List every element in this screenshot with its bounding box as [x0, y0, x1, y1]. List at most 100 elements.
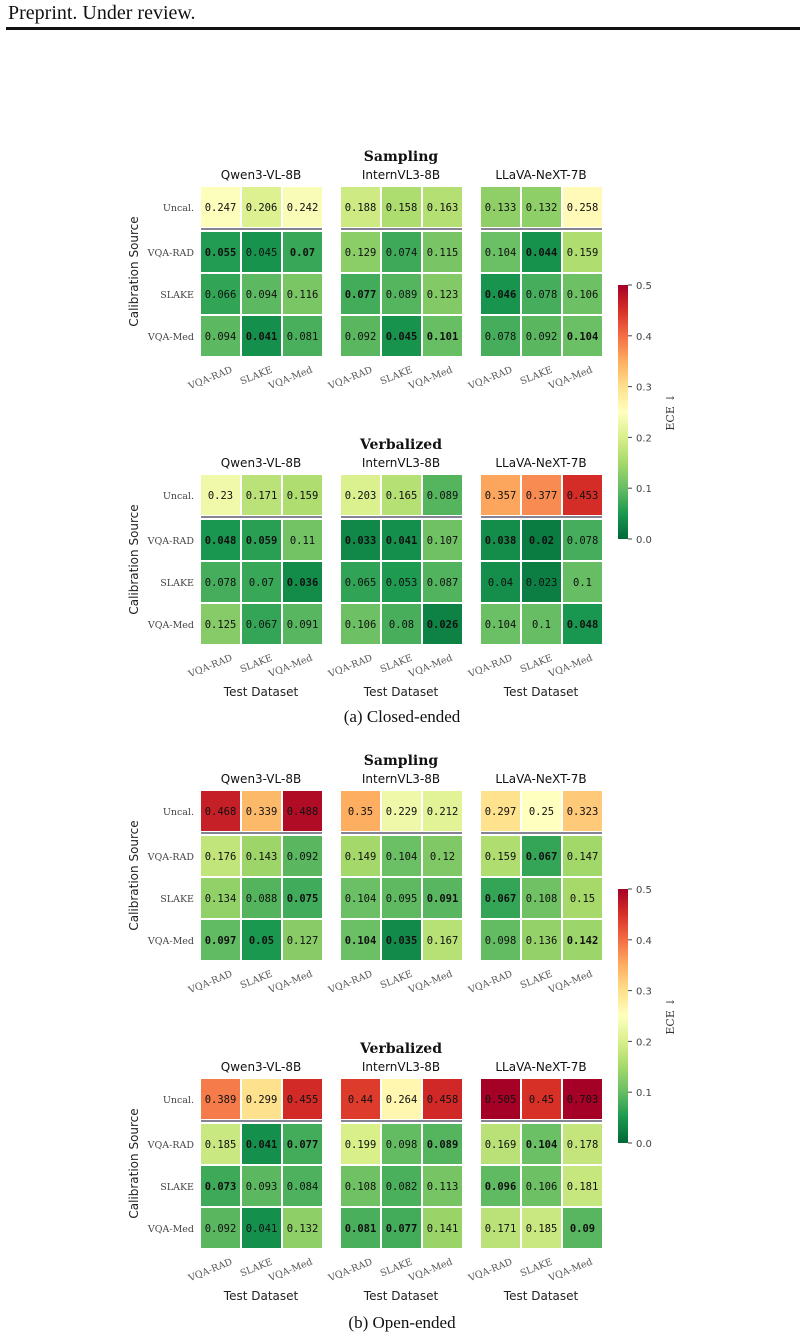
cell-value: 0.159	[485, 851, 517, 863]
heatmap-cell	[563, 520, 602, 560]
column-label: VQA-RAD	[466, 652, 514, 680]
cell-value: 0.067	[485, 893, 517, 905]
heatmap-cell	[382, 1124, 421, 1164]
heatmap-cell	[423, 920, 462, 960]
cell-value: 0.087	[427, 577, 459, 589]
heatmap-cell	[201, 920, 240, 960]
heatmap-title: Verbalized	[359, 1041, 442, 1057]
heatmap-cell	[423, 187, 462, 227]
heatmap-cell	[341, 1166, 380, 1206]
heatmap-cell	[242, 1124, 281, 1164]
heatmap-cell	[382, 1166, 421, 1206]
heatmap-cell	[481, 475, 520, 515]
heatmap-cell	[283, 836, 322, 876]
cell-value: 0.206	[246, 202, 278, 214]
cell-value: 0.116	[287, 289, 319, 301]
cell-value: 0.377	[526, 490, 558, 502]
colorbar-label: ECE ↓	[664, 997, 677, 1034]
cell-value: 0.048	[205, 535, 237, 547]
cell-value: 0.106	[526, 1181, 558, 1193]
heatmap-cell	[382, 1208, 421, 1248]
column-label: VQA-Med	[406, 969, 454, 997]
cell-value: 0.115	[427, 247, 459, 259]
cell-value: 0.053	[386, 577, 418, 589]
cell-value: 0.097	[205, 935, 237, 947]
cell-value: 0.134	[205, 893, 237, 905]
cell-value: 0.04	[488, 577, 513, 589]
panel-model-title: InternVL3-8B	[362, 772, 440, 786]
heatmap-cell	[242, 232, 281, 272]
heatmap-cell	[481, 520, 520, 560]
heatmap-cell	[522, 232, 561, 272]
cell-value: 0.077	[287, 1139, 319, 1151]
heatmap-cell	[242, 1079, 281, 1119]
heatmap-cell	[563, 836, 602, 876]
cell-value: 0.092	[345, 331, 377, 343]
heatmap-cell	[382, 791, 421, 831]
cell-value: 0.455	[287, 1094, 319, 1106]
heatmap-cell	[341, 475, 380, 515]
row-label: VQA-RAD	[147, 248, 195, 259]
row-label: VQA-Med	[147, 1224, 194, 1235]
heatmap-cell	[382, 878, 421, 918]
heatmap-cell	[481, 1079, 520, 1119]
cell-value: 0.078	[485, 331, 517, 343]
cell-value: 0.098	[386, 1139, 418, 1151]
cell-value: 0.089	[427, 1139, 459, 1151]
column-label: VQA-Med	[266, 365, 314, 393]
row-label: Uncal.	[163, 203, 194, 214]
heatmap-cell	[283, 187, 322, 227]
cell-value: 0.185	[526, 1223, 558, 1235]
cell-value: 0.11	[290, 535, 315, 547]
row-label: SLAKE	[160, 894, 194, 905]
cell-value: 0.12	[430, 851, 455, 863]
colorbar-tick-label: 0.4	[636, 936, 652, 947]
heatmap-cell	[201, 274, 240, 314]
panel-model-title: Qwen3-VL-8B	[221, 772, 301, 786]
row-label: SLAKE	[160, 578, 194, 589]
cell-value: 0.23	[208, 490, 233, 502]
heatmap-title: Sampling	[364, 149, 439, 165]
heatmap-title: Verbalized	[359, 437, 442, 453]
cell-value: 0.143	[246, 851, 278, 863]
cell-value: 0.08	[389, 619, 414, 631]
heatmap-cell	[283, 1166, 322, 1206]
row-label: VQA-RAD	[147, 536, 195, 547]
panel-model-title: Qwen3-VL-8B	[221, 168, 301, 182]
heatmap-cell	[382, 316, 421, 356]
heatmap-cell	[481, 1208, 520, 1248]
heatmap-cell	[563, 1124, 602, 1164]
heatmap-cell	[481, 791, 520, 831]
colorbar-tick-label: 0.5	[636, 281, 652, 292]
heatmap-cell	[201, 520, 240, 560]
colorbar	[618, 285, 628, 539]
cell-value: 0.046	[485, 289, 517, 301]
heatmap-cell	[563, 316, 602, 356]
cell-value: 0.142	[567, 935, 599, 947]
column-label: VQA-RAD	[466, 968, 514, 996]
heatmap-cell	[563, 878, 602, 918]
heatmap-cell	[283, 562, 322, 602]
heatmap-cell	[481, 316, 520, 356]
cell-value: 0.073	[205, 1181, 237, 1193]
cell-value: 0.45	[529, 1094, 554, 1106]
cell-value: 0.357	[485, 490, 517, 502]
column-label: VQA-RAD	[466, 364, 514, 392]
cell-value: 0.229	[386, 806, 418, 818]
heatmap-cell	[201, 187, 240, 227]
cell-value: 0.108	[345, 1181, 377, 1193]
column-label: VQA-RAD	[186, 968, 234, 996]
heatmap-cell	[423, 475, 462, 515]
cell-value: 0.093	[246, 1181, 278, 1193]
cell-value: 0.041	[386, 535, 418, 547]
panel-model-title: Qwen3-VL-8B	[221, 456, 301, 470]
cell-value: 0.055	[205, 247, 237, 259]
cell-value: 0.178	[567, 1139, 599, 1151]
cell-value: 0.132	[287, 1223, 319, 1235]
y-axis-label: Calibration Source	[127, 1108, 141, 1218]
cell-value: 0.242	[287, 202, 319, 214]
cell-value: 0.048	[567, 619, 599, 631]
cell-value: 0.07	[249, 577, 274, 589]
column-label: VQA-RAD	[326, 652, 374, 680]
heatmap-cell	[283, 520, 322, 560]
